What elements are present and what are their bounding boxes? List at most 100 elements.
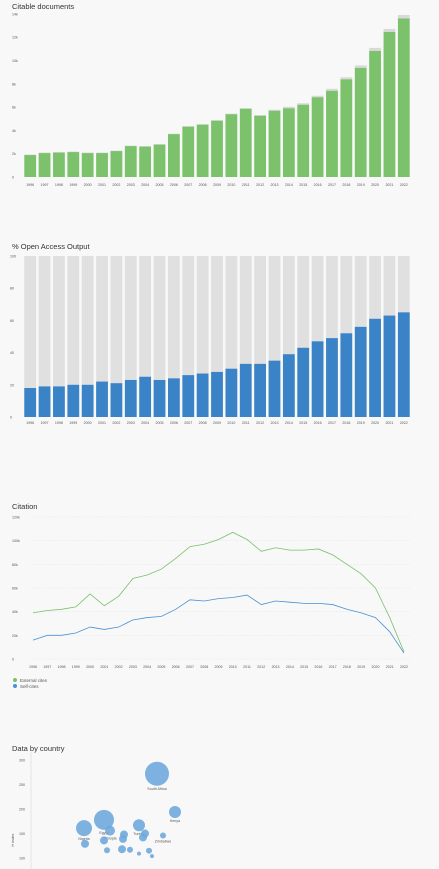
bar-background — [311, 256, 324, 417]
data-by-country-panel: Data by country 100 150 200 250 300 H index So… — [0, 740, 439, 869]
bar — [182, 126, 195, 177]
y-axis-label: H index — [11, 833, 15, 846]
country-bubble — [105, 825, 115, 836]
x-tick-label: 2021 — [385, 421, 393, 425]
x-tick-label: 2017 — [328, 421, 336, 425]
x-tick-label: 2007 — [186, 665, 194, 669]
series-line — [32, 531, 405, 653]
y-tick-label: 300 — [19, 759, 25, 763]
x-tick-label: 2008 — [199, 183, 207, 187]
bar — [297, 104, 310, 177]
bar-background — [182, 256, 195, 417]
bar — [24, 155, 37, 177]
chart-title: % Open Access Output — [12, 242, 90, 251]
legend-swatch — [13, 678, 17, 682]
x-tick-label: 2013 — [270, 183, 278, 187]
bar — [67, 384, 80, 417]
country-bubble — [150, 854, 154, 859]
bar — [53, 386, 65, 417]
bar — [81, 384, 94, 417]
y-tick-label: 4k — [12, 129, 16, 133]
x-tick-label: 2003 — [129, 665, 137, 669]
x-tick-label: 2020 — [371, 183, 379, 187]
country-label: Zimbabwe — [155, 840, 172, 844]
x-tick-label: 2000 — [86, 665, 94, 669]
bar-top-segment — [369, 47, 381, 51]
bar-background — [110, 256, 123, 417]
chart-title: Citable documents — [12, 2, 75, 11]
open-access-panel: % Open Access Output 0 20 40 60 80 100 1996 199… — [0, 240, 439, 440]
legend-label: External cites — [20, 677, 48, 683]
x-tick-label: 1999 — [69, 183, 77, 187]
bar — [38, 386, 51, 417]
chart-title: Data by country — [12, 744, 65, 753]
x-tick-label: 2018 — [342, 421, 350, 425]
country-label: Egypt — [99, 831, 108, 835]
bar — [268, 360, 281, 417]
x-tick-label: 2011 — [242, 183, 250, 187]
bar — [340, 79, 353, 177]
x-tick-label: 2001 — [98, 183, 106, 187]
bar-background — [67, 256, 80, 417]
x-tick-label: 1996 — [29, 665, 37, 669]
x-tick-label: 2012 — [257, 665, 265, 669]
x-tick-label: 1996 — [26, 421, 34, 425]
x-tick-label: 2015 — [299, 421, 307, 425]
x-tick-label: 1998 — [55, 421, 63, 425]
x-tick-label: 2004 — [141, 183, 149, 187]
y-tick-label: 80 — [10, 287, 14, 291]
x-tick-label: 2012 — [256, 183, 264, 187]
bar — [124, 379, 137, 417]
country-label: Ethiopia — [104, 837, 117, 841]
y-tick-label: 80k — [12, 563, 18, 567]
x-tick-label: 2008 — [199, 421, 207, 425]
x-tick-label: 2009 — [213, 421, 221, 425]
legend-label: Self-cites — [20, 683, 39, 689]
country-bubble — [137, 851, 141, 856]
bar — [110, 383, 123, 417]
bar — [139, 146, 152, 177]
x-tick-label: 2005 — [157, 665, 165, 669]
citable-documents-chart: 0 2k 4k 6k 8k 10k 12k 14k 1996 1997 1998 1999 2000 20… — [12, 12, 410, 187]
x-tick-label: 2022 — [400, 665, 408, 669]
bar-top-segment — [268, 109, 281, 111]
bar — [81, 153, 94, 177]
country-bubble — [119, 834, 127, 843]
bar — [354, 67, 367, 177]
bar — [311, 97, 324, 177]
bar-top-segment — [383, 28, 396, 32]
bar — [225, 114, 238, 177]
country-label: Tunisia — [133, 832, 144, 836]
bar — [254, 363, 267, 417]
country-bubble — [76, 820, 92, 837]
country-bubble — [169, 805, 181, 818]
bar — [268, 110, 281, 177]
x-tick-label: 2010 — [229, 665, 237, 669]
x-tick-label: 1996 — [26, 183, 34, 187]
x-tick-label: 2021 — [385, 183, 393, 187]
citable-documents-panel: Citable documents 0 2k 4k 6k 8k 10k 12k 14k 1996… — [0, 0, 439, 200]
x-tick-label: 2019 — [357, 183, 365, 187]
x-tick-label: 2017 — [329, 665, 337, 669]
bar — [167, 378, 180, 417]
x-tick-label: 2009 — [215, 665, 223, 669]
bar — [96, 381, 108, 417]
x-tick-label: 2006 — [170, 183, 178, 187]
x-tick-label: 1999 — [69, 421, 77, 425]
x-tick-label: 1997 — [41, 183, 49, 187]
country-bubble — [118, 845, 126, 854]
country-label: South Africa — [147, 787, 166, 791]
bar — [282, 354, 295, 417]
y-tick-label: 40 — [10, 351, 14, 355]
bar — [53, 152, 65, 177]
bar — [38, 153, 51, 177]
x-tick-label: 2011 — [243, 665, 251, 669]
legend-item-self[interactable]: Self-cites — [13, 683, 47, 689]
bar — [397, 18, 410, 178]
bar — [239, 363, 252, 417]
x-tick-label: 2019 — [357, 421, 365, 425]
x-tick-label: 1999 — [72, 665, 80, 669]
y-tick-label: 6k — [12, 106, 16, 110]
legend-item-external[interactable]: External cites — [13, 677, 47, 683]
x-tick-label: 2022 — [400, 183, 408, 187]
